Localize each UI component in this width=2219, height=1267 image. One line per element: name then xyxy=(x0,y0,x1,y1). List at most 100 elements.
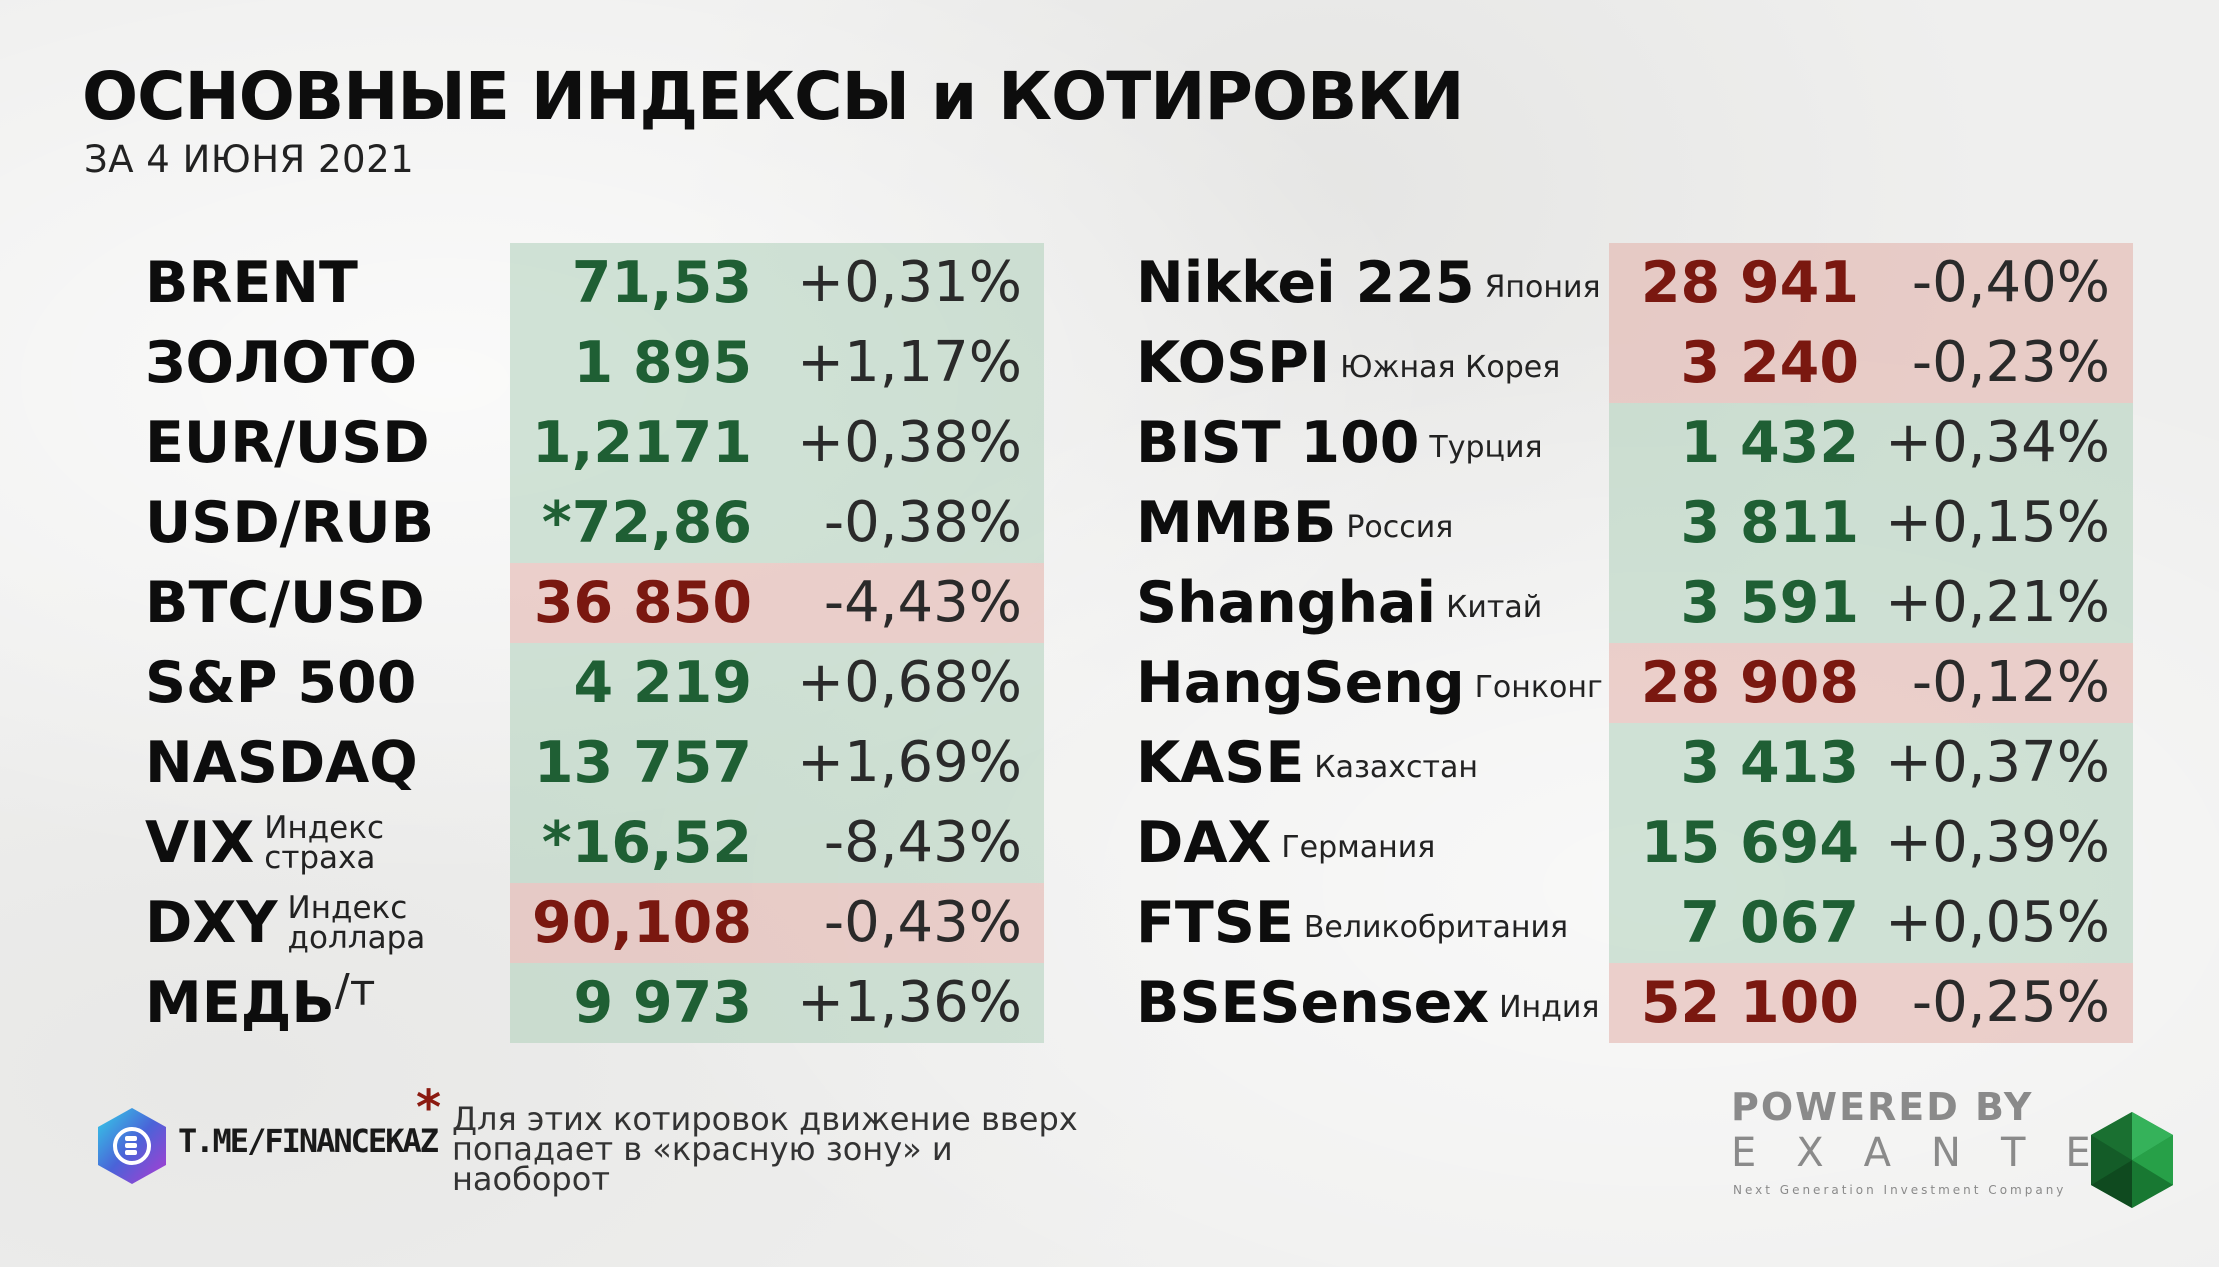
quote-value: 3 413 xyxy=(1680,730,1860,796)
instrument-name: FTSE Великобритания xyxy=(1136,883,1568,963)
quote-value: *72,86 xyxy=(541,490,752,556)
instrument-label: BRENT xyxy=(145,250,358,316)
quote-change: +0,21% xyxy=(1885,570,2110,635)
instrument-subtitle: Россия xyxy=(1346,510,1454,545)
quote-row: NASDAQ 13 757 +1,69% xyxy=(0,723,2219,803)
instrument-label: ЗОЛОТО xyxy=(145,330,418,396)
instrument-label: HangSeng xyxy=(1136,650,1465,716)
value-cell-bg xyxy=(510,803,1044,883)
quote-row: BRENT 71,53 +0,31% xyxy=(0,243,2219,323)
instrument-label: USD/RUB xyxy=(145,490,435,556)
value-cell-bg xyxy=(1609,243,2133,323)
value-cell-bg xyxy=(1609,403,2133,483)
instrument-label: EUR/USD xyxy=(145,410,430,476)
quote-change: -0,38% xyxy=(823,490,1022,555)
quote-change: -0,40% xyxy=(1911,250,2110,315)
instrument-name: BIST 100 Турция xyxy=(1136,403,1543,483)
quote-value: 3 240 xyxy=(1680,330,1860,396)
instrument-label: DXY xyxy=(145,890,278,956)
quote-row: ЗОЛОТО 1 895 +1,17% xyxy=(0,323,2219,403)
instrument-subtitle: Великобритания xyxy=(1303,910,1569,945)
instrument-name: HangSeng Гонконг xyxy=(1136,643,1603,723)
quote-change: +0,34% xyxy=(1885,410,2110,475)
quote-row: BIST 100 Турция 1 432 +0,34% xyxy=(0,403,2219,483)
quote-value: 36 850 xyxy=(533,570,752,636)
instrument-name: Shanghai Китай xyxy=(1136,563,1542,643)
instrument-name: ЗОЛОТО xyxy=(145,323,417,403)
instrument-name: NASDAQ xyxy=(145,723,418,803)
instrument-subtitle: Германия xyxy=(1281,830,1436,865)
quote-change: +1,36% xyxy=(797,970,1022,1035)
instrument-unit: /т xyxy=(334,965,376,1016)
quote-row: KOSPI Южная Корея 3 240 -0,23% xyxy=(0,323,2219,403)
footnote: Для этих котировок движение вверх попада… xyxy=(452,1100,1078,1198)
quote-change: +1,17% xyxy=(797,330,1022,395)
quote-value: 13 757 xyxy=(533,730,752,796)
quote-value: 4 219 xyxy=(573,650,753,716)
quote-value: 7 067 xyxy=(1680,890,1860,956)
quote-change: +0,15% xyxy=(1885,490,2110,555)
quote-value: 28 908 xyxy=(1640,650,1859,716)
instrument-subtitle: Япония xyxy=(1484,270,1601,305)
instrument-name: USD/RUB xyxy=(145,483,434,563)
quote-value: *16,52 xyxy=(541,810,752,876)
instrument-label: МЕДЬ xyxy=(145,970,335,1036)
quote-change: -0,23% xyxy=(1911,330,2110,395)
quote-change: +0,05% xyxy=(1885,890,2110,955)
quote-change: +0,39% xyxy=(1885,810,2110,875)
channel-link[interactable]: T.ME/FINANCEKAZ xyxy=(178,1122,439,1160)
quote-change: -0,43% xyxy=(823,890,1022,955)
quote-value: 52 100 xyxy=(1640,970,1859,1036)
instrument-label: BIST 100 xyxy=(1136,410,1420,476)
instrument-label: KASE xyxy=(1136,730,1305,796)
quote-row: DAX Германия 15 694 +0,39% xyxy=(0,803,2219,883)
value-cell-bg xyxy=(510,963,1044,1043)
quote-row: VIX Индекс страха *16,52 -8,43% xyxy=(0,803,2219,883)
instrument-label: BTC/USD xyxy=(145,570,425,636)
value-cell-bg xyxy=(1609,483,2133,563)
instrument-label: S&P 500 xyxy=(145,650,417,716)
quote-row: S&P 500 4 219 +0,68% xyxy=(0,643,2219,723)
quote-change: +0,38% xyxy=(797,410,1022,475)
brand-tagline: Next Generation Investment Company xyxy=(1733,1183,2067,1197)
quote-value: 1,2171 xyxy=(532,410,752,476)
quote-value: 9 973 xyxy=(573,970,753,1036)
instrument-name: VIX Индекс страха xyxy=(145,803,414,883)
quote-change: -4,43% xyxy=(823,570,1022,635)
quote-change: +1,69% xyxy=(797,730,1022,795)
value-cell-bg xyxy=(1609,323,2133,403)
instrument-subtitle: Китай xyxy=(1446,590,1543,625)
quote-row: ММВБ Россия 3 811 +0,15% xyxy=(0,483,2219,563)
quote-value: 71,53 xyxy=(571,250,752,316)
quote-value: 3 591 xyxy=(1680,570,1860,636)
brand-logo: EXANTE xyxy=(1731,1130,2131,1176)
value-cell-bg xyxy=(510,323,1044,403)
instrument-name: KASE Казахстан xyxy=(1136,723,1478,803)
page-subtitle: ЗА 4 ИЮНЯ 2021 xyxy=(84,138,415,181)
instrument-name: ММВБ Россия xyxy=(1136,483,1453,563)
instrument-label: ММВБ xyxy=(1136,490,1337,556)
instrument-name: BSESensex Индия xyxy=(1136,963,1599,1043)
instrument-name: EUR/USD xyxy=(145,403,430,483)
quote-value: 28 941 xyxy=(1640,250,1859,316)
value-cell-bg xyxy=(1609,883,2133,963)
quote-row: EUR/USD 1,2171 +0,38% xyxy=(0,403,2219,483)
value-cell-bg xyxy=(1609,963,2133,1043)
instrument-label: VIX xyxy=(145,810,255,876)
instrument-label: BSESensex xyxy=(1136,970,1490,1036)
instrument-name: МЕДЬ/т xyxy=(145,963,375,1043)
note-asterisk: * xyxy=(416,1080,442,1136)
quote-row: FTSE Великобритания 7 067 +0,05% xyxy=(0,883,2219,963)
value-cell-bg xyxy=(510,243,1044,323)
quote-change: -8,43% xyxy=(823,810,1022,875)
powered-by-label: POWERED BY xyxy=(1731,1085,2034,1129)
quote-row: USD/RUB *72,86 -0,38% xyxy=(0,483,2219,563)
instrument-subtitle: Индекс страха xyxy=(264,810,385,876)
instrument-name: DAX Германия xyxy=(1136,803,1435,883)
value-cell-bg xyxy=(1609,803,2133,883)
instrument-name: DXY Индекс доллара xyxy=(145,883,438,963)
instrument-label: Shanghai xyxy=(1136,570,1437,636)
page-title: ОСНОВНЫЕ ИНДЕКСЫ и КОТИРОВКИ xyxy=(82,58,1464,135)
instrument-label: FTSE xyxy=(1136,890,1294,956)
value-cell-bg xyxy=(510,563,1044,643)
